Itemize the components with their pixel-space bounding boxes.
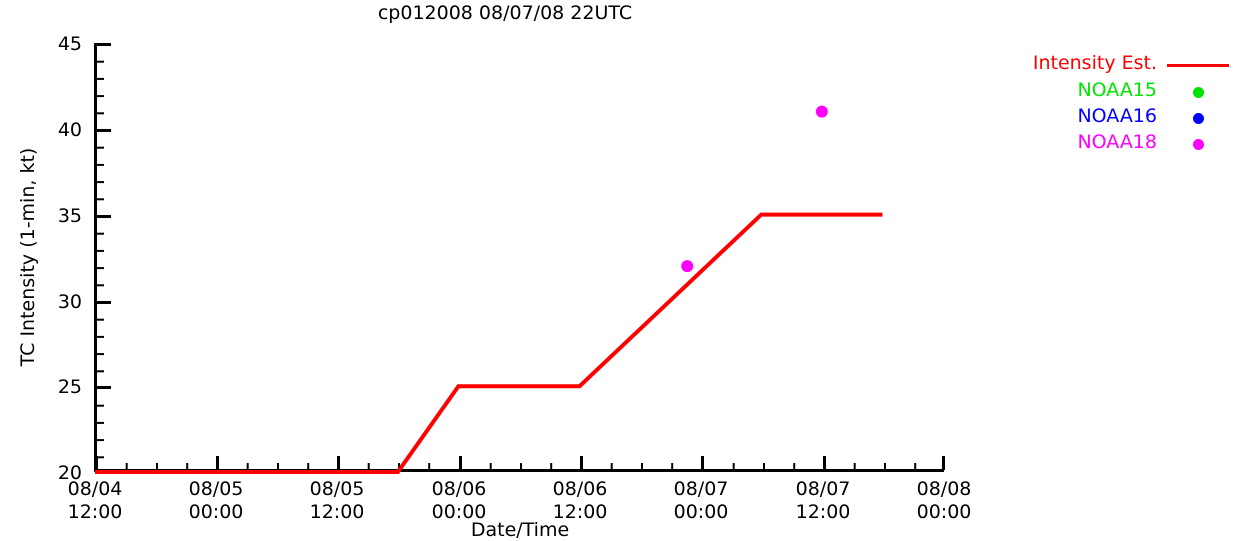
y-tick-label-30: 30 <box>57 291 82 313</box>
y-tick-label-25: 25 <box>57 376 82 398</box>
x-tick-label-3-time: 00:00 <box>431 501 487 523</box>
x-tick-label-3: 08/06 00:00 <box>399 478 519 524</box>
x-tick-label-3-date: 08/06 <box>431 478 487 500</box>
x-tick-label-7-time: 00:00 <box>916 501 972 523</box>
x-major-ticks <box>95 456 945 470</box>
legend-dot-swatch-noaa16 <box>1193 113 1204 124</box>
legend-entry-intensity-est: Intensity Est. <box>985 52 1235 78</box>
y-minor-ticks <box>95 60 104 459</box>
y-tick-label-45: 45 <box>57 33 82 55</box>
x-minor-ticks <box>125 463 917 470</box>
plot-area <box>94 43 945 474</box>
chart-legend: Intensity Est. NOAA15 NOAA16 NOAA18 <box>985 52 1235 164</box>
x-tick-label-1-time: 00:00 <box>188 501 244 523</box>
legend-entry-noaa15: NOAA15 <box>985 79 1235 105</box>
x-axis-title: Date/Time <box>470 519 570 541</box>
data-point-noaa18 <box>681 260 694 273</box>
x-tick-label-2-date: 08/05 <box>309 478 365 500</box>
x-tick-label-4: 08/06 12:00 <box>520 478 640 524</box>
x-tick-label-6: 08/07 12:00 <box>763 478 883 524</box>
x-tick-label-5: 08/07 00:00 <box>641 478 761 524</box>
x-tick-label-0-date: 08/04 <box>67 478 123 500</box>
intensity-est-line <box>95 212 883 474</box>
x-tick-label-4-date: 08/06 <box>552 478 608 500</box>
legend-label-noaa18: NOAA18 <box>1077 131 1157 153</box>
y-tick-label-35: 35 <box>57 205 82 227</box>
y-tick-label-40: 40 <box>57 119 82 141</box>
legend-label-noaa16: NOAA16 <box>1077 105 1157 127</box>
y-tick-label-20: 20 <box>57 462 82 484</box>
noaa18-data-points <box>681 105 828 273</box>
x-tick-label-5-time: 00:00 <box>673 501 729 523</box>
x-tick-label-0-time: 12:00 <box>67 501 123 523</box>
x-tick-label-6-date: 08/07 <box>795 478 851 500</box>
x-tick-label-7-date: 08/08 <box>916 478 972 500</box>
x-tick-label-1-date: 08/05 <box>188 478 244 500</box>
legend-entry-noaa16: NOAA16 <box>985 105 1235 131</box>
x-tick-label-7: 08/08 00:00 <box>884 478 1004 524</box>
x-tick-label-2-time: 12:00 <box>309 501 365 523</box>
chart-title: cp012008 08/07/08 22UTC <box>377 2 633 24</box>
data-point-noaa18 <box>815 105 828 118</box>
legend-label-noaa15: NOAA15 <box>1077 79 1157 101</box>
x-tick-label-2: 08/05 12:00 <box>277 478 397 524</box>
x-tick-label-0: 08/04 12:00 <box>35 478 155 524</box>
legend-dot-swatch-noaa15 <box>1193 87 1204 98</box>
x-tick-label-1: 08/05 00:00 <box>156 478 276 524</box>
x-tick-label-6-time: 12:00 <box>795 501 851 523</box>
x-tick-label-5-date: 08/07 <box>673 478 729 500</box>
legend-entry-noaa18: NOAA18 <box>985 131 1235 157</box>
legend-line-swatch-intensity-est <box>1167 64 1229 67</box>
x-tick-label-4-time: 12:00 <box>552 501 608 523</box>
legend-dot-swatch-noaa18 <box>1193 139 1204 150</box>
legend-label-intensity-est: Intensity Est. <box>1032 52 1157 74</box>
